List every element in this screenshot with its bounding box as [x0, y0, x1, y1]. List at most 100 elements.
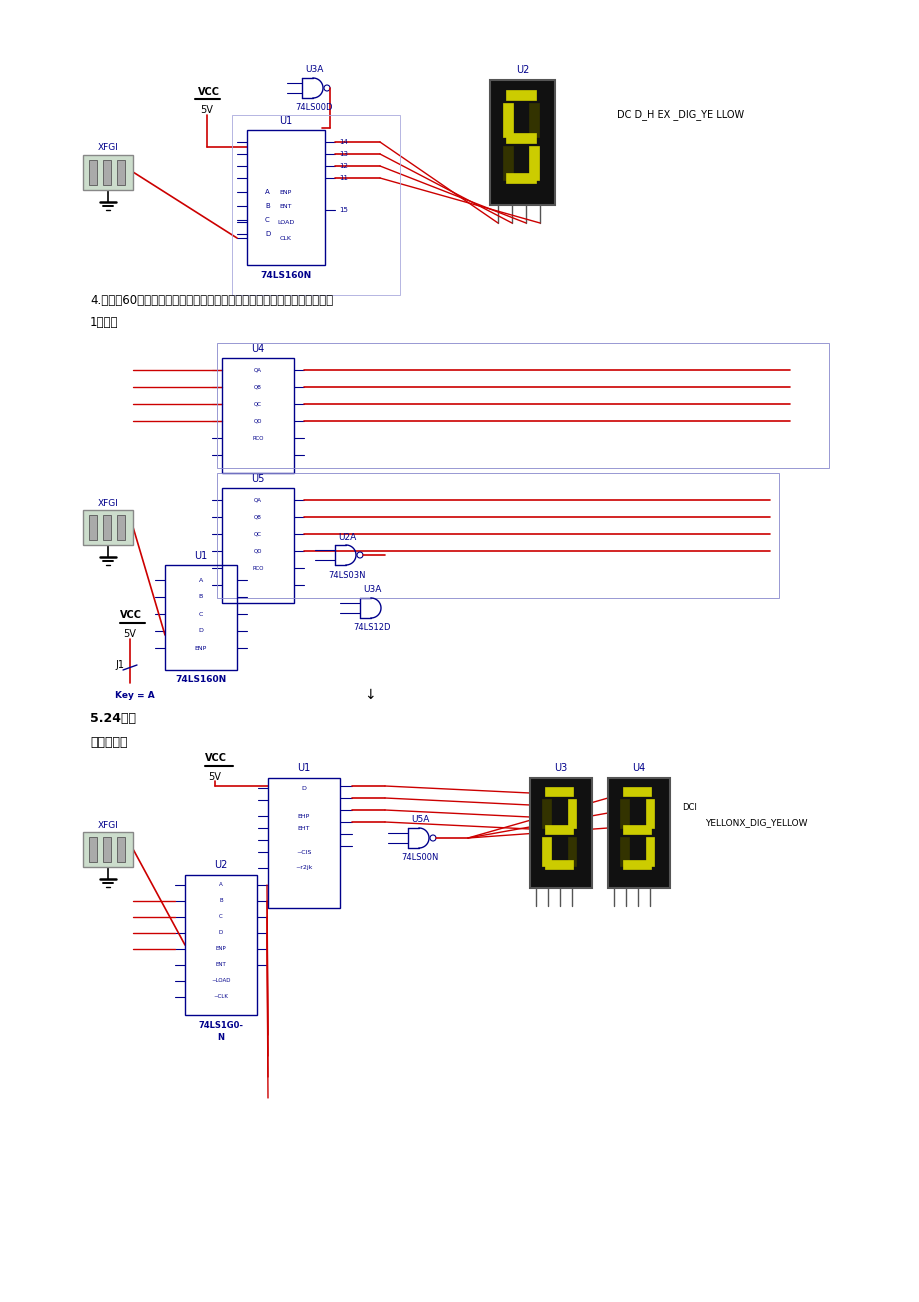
Bar — [89, 516, 96, 540]
Bar — [645, 837, 653, 866]
Bar — [103, 516, 111, 540]
Text: 74LS12D: 74LS12D — [353, 624, 391, 633]
Text: ENT: ENT — [279, 203, 292, 208]
Text: C: C — [219, 914, 222, 919]
Bar — [89, 160, 96, 185]
Text: U5A: U5A — [411, 815, 429, 824]
Bar — [545, 861, 573, 868]
Text: 74LS03N: 74LS03N — [328, 570, 366, 579]
Text: XFGI: XFGI — [97, 143, 119, 152]
Text: 12: 12 — [338, 163, 347, 169]
Text: A: A — [265, 189, 269, 195]
Text: 1）计数: 1）计数 — [90, 316, 119, 329]
Bar — [117, 516, 125, 540]
Bar — [503, 103, 513, 137]
Bar — [623, 825, 651, 833]
Bar — [545, 825, 573, 833]
Bar — [542, 837, 550, 866]
Text: ~CIS: ~CIS — [296, 849, 312, 854]
Text: DC D_H EX _DIG_YE LLOW: DC D_H EX _DIG_YE LLOW — [617, 109, 743, 121]
Text: EHT: EHT — [298, 825, 310, 831]
Bar — [623, 861, 651, 868]
Bar — [567, 837, 576, 866]
Text: 11: 11 — [338, 174, 347, 181]
Text: XFGI: XFGI — [97, 499, 119, 508]
Text: RCO: RCO — [252, 435, 264, 440]
Bar — [529, 779, 591, 888]
Text: QC: QC — [254, 531, 262, 536]
Text: VCC: VCC — [119, 611, 142, 620]
Text: QA: QA — [254, 497, 262, 503]
Bar — [117, 160, 125, 185]
Text: VCC: VCC — [205, 753, 227, 763]
Bar — [165, 565, 237, 671]
Bar — [528, 103, 539, 137]
Bar — [267, 779, 340, 907]
Text: LOAD: LOAD — [277, 220, 294, 224]
Text: ENP: ENP — [195, 646, 207, 651]
Bar — [117, 837, 125, 862]
Text: YELLONX_DIG_YELLOW: YELLONX_DIG_YELLOW — [704, 819, 807, 828]
Text: U2A: U2A — [337, 533, 356, 542]
Text: 13: 13 — [338, 151, 347, 158]
Text: ENP: ENP — [279, 190, 292, 194]
Text: XFGI: XFGI — [97, 820, 119, 829]
Bar — [221, 358, 294, 473]
Text: U3A: U3A — [304, 65, 323, 74]
Text: 整体清零法: 整体清零法 — [90, 736, 128, 749]
Bar — [83, 155, 133, 190]
Bar — [83, 832, 133, 867]
Text: U1: U1 — [297, 763, 311, 773]
Text: 5V: 5V — [123, 629, 136, 639]
Text: ~CLK: ~CLK — [213, 995, 228, 1000]
Text: D: D — [265, 230, 270, 237]
Text: 74LS00N: 74LS00N — [401, 854, 438, 862]
Text: 5V: 5V — [200, 105, 213, 115]
Text: 14: 14 — [338, 139, 347, 145]
Text: Key = A: Key = A — [115, 690, 154, 699]
Bar — [246, 130, 324, 266]
Bar — [89, 837, 96, 862]
Text: 15: 15 — [338, 207, 347, 214]
Text: ~LOAD: ~LOAD — [211, 979, 231, 983]
Bar — [221, 488, 294, 603]
Bar — [217, 473, 778, 598]
Text: RCO: RCO — [252, 565, 264, 570]
Bar — [185, 875, 256, 1016]
Bar — [545, 786, 573, 796]
Text: CLK: CLK — [279, 236, 291, 241]
Text: VCC: VCC — [198, 87, 220, 98]
Bar — [528, 146, 539, 180]
Text: EHP: EHP — [298, 814, 310, 819]
Text: U1: U1 — [279, 116, 292, 126]
Bar — [217, 342, 828, 467]
Bar — [103, 837, 111, 862]
Text: B: B — [265, 203, 269, 210]
Bar — [619, 798, 629, 828]
Text: N: N — [217, 1032, 224, 1042]
Text: B: B — [219, 898, 222, 904]
Text: 74LS00D: 74LS00D — [295, 103, 333, 112]
Bar — [619, 837, 629, 866]
Bar — [607, 779, 669, 888]
Bar — [490, 79, 554, 204]
Text: U4: U4 — [251, 344, 265, 354]
Text: U2: U2 — [516, 65, 528, 76]
Text: A: A — [219, 883, 222, 888]
Text: D: D — [199, 629, 203, 634]
Text: U3A: U3A — [362, 586, 380, 595]
Text: 5V: 5V — [209, 772, 221, 783]
Text: 74LS160N: 74LS160N — [176, 676, 226, 685]
Text: QA: QA — [254, 367, 262, 372]
Text: QB: QB — [254, 384, 262, 389]
Text: U2: U2 — [214, 861, 227, 870]
Text: QB: QB — [254, 514, 262, 519]
Text: U1: U1 — [194, 551, 208, 561]
Text: C: C — [199, 612, 203, 617]
Text: U4: U4 — [631, 763, 645, 773]
Text: B: B — [199, 595, 203, 599]
Text: DCI: DCI — [681, 803, 696, 812]
Bar — [505, 173, 535, 184]
Text: C: C — [265, 217, 269, 223]
Text: D: D — [219, 931, 223, 936]
